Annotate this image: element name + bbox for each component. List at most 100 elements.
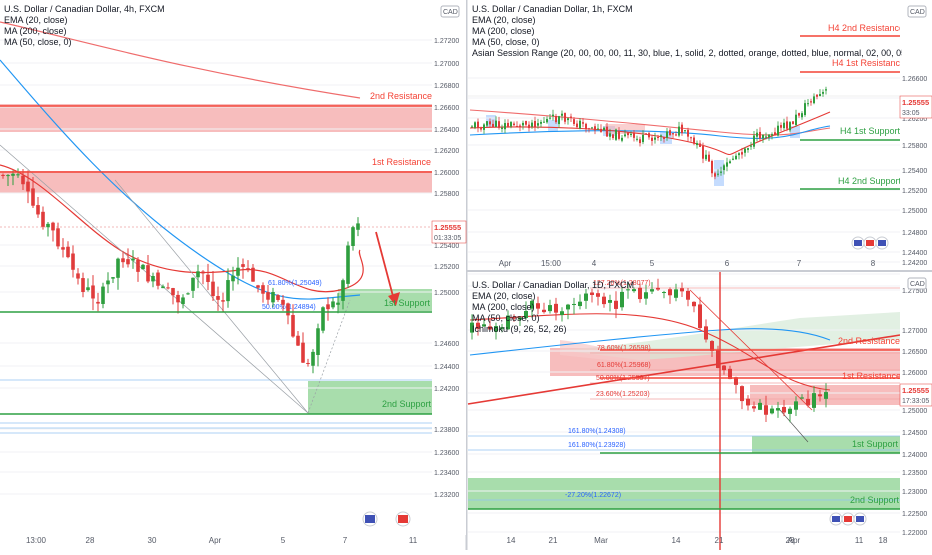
- panel1d-time-tick: 11: [855, 536, 864, 545]
- panel-1h-ma50-label: MA (50, close, 0): [472, 37, 540, 47]
- level-label-4h: 1st Resistance: [372, 157, 431, 167]
- candle-1h: [771, 134, 773, 136]
- candle-1d: [626, 289, 630, 291]
- candle-1h: [708, 154, 710, 162]
- fib-diagonal-1d: [779, 409, 809, 443]
- candle-1h: [555, 116, 557, 123]
- candle-4h: [161, 286, 165, 289]
- candle-4h: [36, 205, 40, 215]
- candle-1h: [495, 120, 497, 127]
- candle-4h: [11, 173, 15, 176]
- candle-1h: [822, 91, 824, 94]
- candle-1h: [546, 118, 548, 123]
- candle-4h: [81, 278, 85, 292]
- event-flag-icon: [844, 516, 852, 522]
- candle-1d: [656, 287, 660, 290]
- candle-4h: [116, 258, 120, 278]
- panel1h-time-tick: 15:00: [541, 259, 562, 268]
- candle-1d: [764, 405, 768, 415]
- candle-1h: [513, 123, 515, 126]
- ema-line-4h: [0, 164, 364, 293]
- panel4h-time-tick: 28: [86, 536, 95, 545]
- event-flag-icon: [878, 240, 886, 246]
- candle-1h: [507, 122, 509, 127]
- level-label-4h: 1st Support: [384, 298, 431, 308]
- candle-4h: [341, 280, 345, 301]
- candle-4h: [61, 247, 65, 250]
- candle-4h: [306, 362, 310, 364]
- panel1h-price-tick: 1.24200: [902, 260, 927, 267]
- candle-1d: [668, 289, 672, 296]
- candle-1d: [638, 287, 642, 300]
- panel-1h-ma200-label: MA (200, close): [472, 26, 535, 36]
- panel1d-time-tick: 14: [507, 536, 516, 545]
- candle-4h: [336, 302, 340, 305]
- panel1h-current-price: 1.25555: [902, 98, 929, 107]
- event-flag-icon: [398, 515, 408, 523]
- candle-1d: [506, 315, 510, 330]
- panel-1h-ema-label: EMA (20, close): [472, 15, 536, 25]
- panel1d-current-price: 1.25555: [902, 386, 929, 395]
- panel1d-price-tick: 1.26500: [902, 349, 927, 356]
- panel4h-price-tick: 1.27200: [434, 38, 459, 45]
- candle-1h: [735, 155, 737, 160]
- candle-4h: [181, 297, 185, 305]
- candle-4h: [281, 299, 285, 305]
- candle-1d: [584, 293, 588, 301]
- candle-1h: [579, 120, 581, 129]
- candle-1d: [722, 365, 726, 371]
- fib-level-label: 23.60%(1.25203): [596, 391, 650, 398]
- candle-4h: [41, 211, 45, 227]
- candle-4h: [286, 303, 290, 316]
- panel4h-price-tick: 1.23800: [434, 427, 459, 434]
- panel1h-countdown: 33:05: [902, 110, 920, 117]
- candle-1h: [573, 119, 575, 125]
- candle-4h: [246, 268, 250, 271]
- panel1d-price-tick: 1.25000: [902, 408, 927, 415]
- candle-1h: [690, 137, 692, 139]
- panel1h-currency-box: [907, 5, 927, 18]
- fib-level-label: 161.80%(1.24308): [568, 428, 626, 435]
- candle-4h: [86, 287, 90, 291]
- candle-4h: [291, 315, 295, 337]
- panel4h-price-tick: 1.25200: [434, 264, 459, 271]
- candle-4h: [326, 304, 330, 310]
- fib-level-label: 61.80%(1.25968): [597, 362, 651, 369]
- panel1d-time-tick: 21: [549, 536, 558, 545]
- candle-1h: [816, 94, 818, 97]
- candle-4h: [201, 271, 205, 274]
- candle-1h: [801, 113, 803, 118]
- panel4h-current-price: 1.25555: [434, 223, 461, 232]
- candle-1h: [606, 126, 608, 137]
- candle-4h: [316, 328, 320, 355]
- candle-1d: [818, 394, 822, 397]
- panel1h-price-tick: 1.26600: [902, 76, 927, 83]
- candle-1d: [470, 322, 474, 333]
- candle-1d: [758, 402, 762, 410]
- candle-4h: [301, 342, 305, 363]
- panel4h-price-tick: 1.26200: [434, 148, 459, 155]
- candle-1h: [597, 128, 599, 130]
- fib-level-label: 78.60%(1.26598): [597, 345, 651, 352]
- zone-2nd-support-1d: [468, 478, 900, 509]
- candle-1h: [486, 121, 488, 126]
- candle-1h: [639, 139, 641, 144]
- zone-1st-support-4h: [338, 289, 432, 311]
- candle-1h: [726, 162, 728, 167]
- candle-1h: [510, 122, 512, 127]
- panel4h-price-tick: 1.24600: [434, 341, 459, 348]
- fib-label-4h: 61.80%(1.25049): [268, 280, 322, 287]
- candle-4h: [251, 267, 255, 282]
- candle-1d: [602, 296, 606, 305]
- candle-1h: [723, 165, 725, 171]
- panel4h-price-tick: 1.23200: [434, 492, 459, 499]
- panel1h-current-tag: [899, 95, 932, 119]
- candle-4h: [156, 272, 160, 286]
- candle-1h: [519, 125, 521, 128]
- candle-4h: [266, 292, 270, 300]
- panel1h-time-tick: Apr: [499, 259, 512, 268]
- panel1d-price-tick: 1.27500: [902, 288, 927, 295]
- fib-level-label: 127.20%(1.28077): [593, 280, 651, 287]
